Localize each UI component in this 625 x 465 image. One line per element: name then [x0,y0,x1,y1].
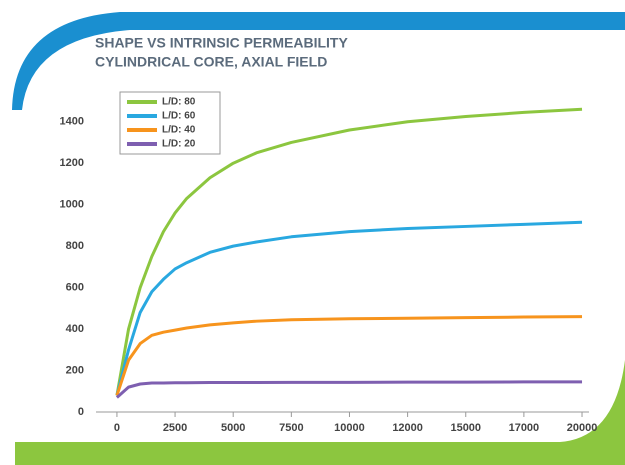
x-tick-label: 5000 [221,422,245,434]
legend-label: L/D: 20 [162,139,196,150]
y-tick-label: 1200 [60,157,84,169]
y-tick-label: 400 [66,323,84,335]
x-tick-label: 20000 [567,422,598,434]
x-tick-label: 10000 [334,422,365,434]
y-tick-label: 0 [78,406,84,418]
x-tick-label: 0 [114,422,120,434]
x-tick-label: 15000 [450,422,481,434]
y-tick-label: 1400 [60,116,84,128]
chart: SHAPE VS INTRINSIC PERMEABILITY CYLINDRI… [0,0,625,465]
chart-subtitle: CYLINDRICAL CORE, AXIAL FIELD [95,54,327,70]
x-tick-label: 7500 [279,422,303,434]
y-tick-label: 600 [66,282,84,294]
legend-label: L/D: 40 [162,125,196,136]
y-tick-label: 200 [66,364,84,376]
legend-label: L/D: 80 [162,97,196,108]
y-tick-label: 1000 [60,199,84,211]
chart-title: SHAPE VS INTRINSIC PERMEABILITY [95,35,348,51]
series-line [117,382,582,398]
x-tick-label: 2500 [163,422,187,434]
y-tick-label: 800 [66,240,84,252]
legend-label: L/D: 60 [162,111,196,122]
x-tick-label: 17000 [509,422,540,434]
x-tick-label: 12000 [392,422,423,434]
series-line [117,222,582,395]
